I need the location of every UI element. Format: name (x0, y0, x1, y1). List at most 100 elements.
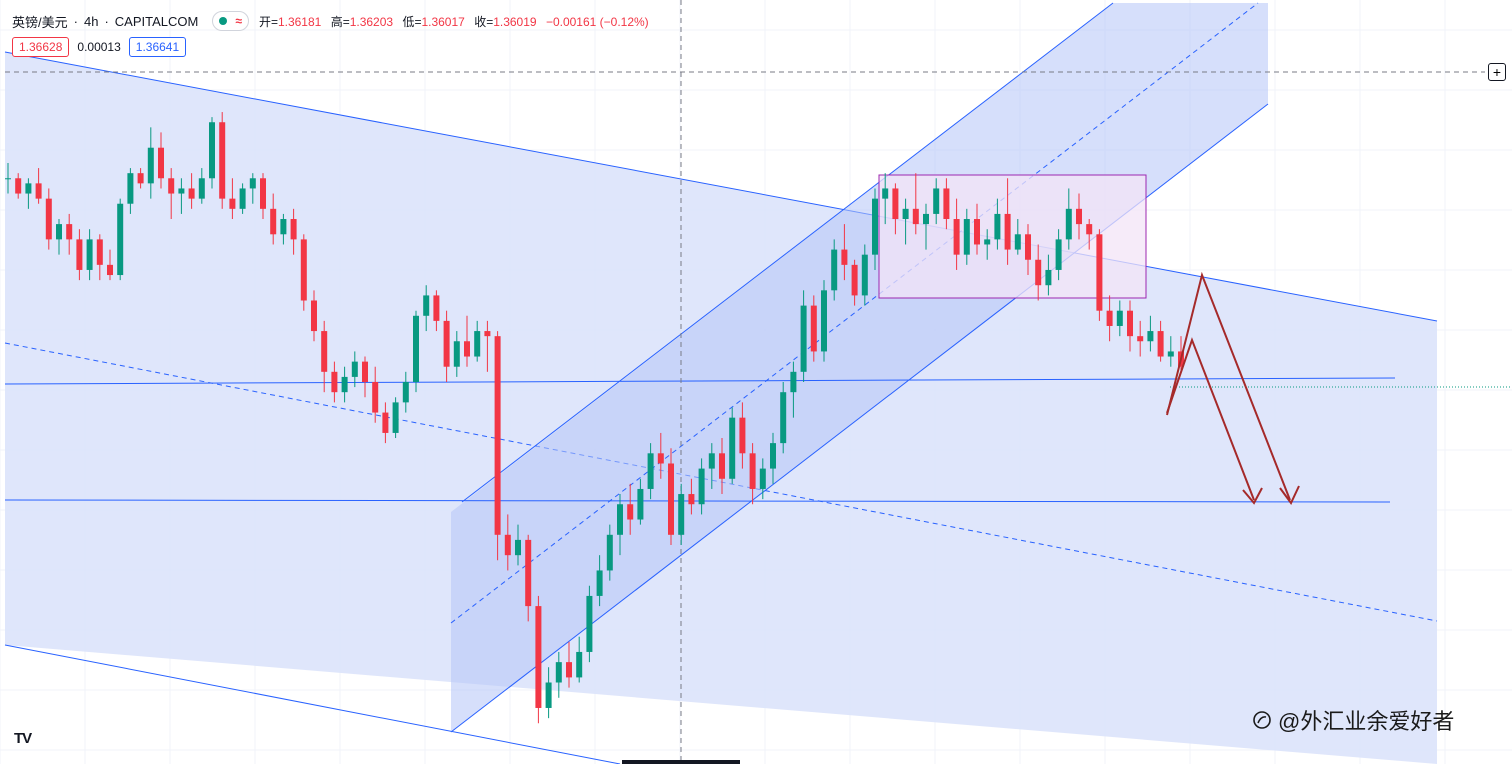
candle-body (249, 178, 256, 189)
candle-body (413, 315, 419, 382)
candle-body (841, 249, 848, 265)
candle-body (127, 173, 134, 204)
candle-body (331, 371, 338, 393)
candle-body (1116, 310, 1123, 326)
candle-body (627, 504, 634, 520)
tradingview-logo[interactable]: TV (14, 730, 32, 747)
ask-price-button[interactable]: 1.36641 (128, 37, 187, 57)
candle-body (239, 188, 246, 209)
candle-body (15, 178, 22, 194)
candle-body (158, 147, 164, 179)
symbol-legend[interactable]: 英镑/美元 · 4h · CAPITALCOM ≈ 开=1.36181 高=1.… (12, 11, 649, 31)
legend-separator: · (73, 13, 78, 29)
candle-body (1045, 269, 1052, 286)
candle-body (688, 494, 695, 505)
candle-body (5, 178, 11, 180)
candle-body (1096, 234, 1103, 311)
high-value: 1.36203 (349, 14, 394, 29)
candle-body (178, 188, 185, 194)
candle-body (1055, 239, 1062, 270)
candle-body (729, 417, 736, 479)
candle-body (372, 382, 379, 413)
candle-body (668, 463, 674, 535)
candle-body (107, 264, 113, 276)
low-value: 1.36017 (421, 14, 465, 29)
candle-body (637, 488, 644, 520)
candle-body (270, 208, 277, 235)
candle-body (260, 178, 266, 209)
candle-body (1147, 331, 1154, 342)
candle-body (229, 198, 236, 209)
market-status-badge[interactable]: ≈ (212, 11, 249, 31)
market-open-dot-icon (219, 17, 228, 25)
ascending-channel-upper-line (461, 2, 1114, 503)
candle-body (647, 453, 654, 489)
candle-body (117, 203, 124, 276)
close-label: 收= (474, 14, 494, 29)
candle-body (96, 239, 103, 265)
candle-body (66, 224, 73, 240)
candle-body (453, 341, 460, 367)
candle-body (596, 570, 603, 596)
candle-body (678, 494, 685, 535)
candle-body (504, 534, 511, 556)
candle-body (311, 300, 317, 332)
candle-body (923, 213, 929, 225)
candle-body (770, 443, 776, 469)
candle-body (290, 219, 297, 240)
candle-body (198, 178, 205, 199)
candle-body (484, 331, 491, 337)
projection-arrowhead-2 (1242, 487, 1263, 505)
legend-separator: · (104, 13, 109, 29)
candle-body (56, 224, 62, 240)
candle-body (321, 331, 328, 372)
wave-icon: ≈ (235, 14, 242, 28)
projection-arrow-2 (1166, 337, 1255, 501)
quote-row: 1.36628 0.00013 1.36641 (12, 37, 187, 57)
candle-body (606, 534, 613, 571)
candle-body (872, 198, 878, 255)
high-label: 高= (330, 14, 350, 29)
candle-body (1035, 259, 1042, 286)
candle-body (494, 336, 501, 535)
time-scale-scroll-handle[interactable] (622, 760, 740, 764)
candle-body (515, 539, 521, 556)
descending-channel-lower-line (4, 644, 621, 764)
candle-body (362, 361, 368, 382)
candle-body (810, 305, 817, 352)
candle-body (1167, 351, 1174, 357)
candle-body (831, 249, 838, 291)
candle-body (963, 219, 970, 255)
candle-body (1014, 234, 1021, 250)
candle-body (698, 468, 705, 505)
candle-body (912, 208, 919, 225)
candle-body (566, 662, 572, 678)
add-price-alert-plus-icon[interactable]: + (1488, 63, 1506, 81)
descending-channel-upper-line (4, 51, 1438, 322)
candle-body (576, 651, 583, 678)
candle-body (474, 331, 481, 357)
low-label: 低= (402, 14, 422, 29)
candle-body (759, 468, 766, 489)
candle-body (555, 662, 562, 683)
open-label: 开= (258, 14, 278, 29)
bid-price-button[interactable]: 1.36628 (12, 37, 70, 57)
ascending-channel-midline (450, 2, 1259, 624)
candle-body (780, 392, 787, 444)
candle-body (882, 188, 889, 199)
candle-body (586, 595, 593, 652)
candle-body (739, 417, 746, 454)
candle-body (943, 188, 950, 220)
symbol-name[interactable]: 英镑/美元 (12, 14, 68, 30)
consolidation-box (878, 174, 1147, 299)
close-value: 1.36019 (493, 14, 537, 29)
watermark: @外汇业余爱好者 (1252, 704, 1454, 736)
candle-body (657, 453, 664, 464)
interval-label[interactable]: 4h (83, 13, 99, 29)
projection-arrow-1 (1166, 271, 1291, 501)
candle-body (1086, 224, 1093, 235)
ohlc-values: 开=1.36181 高=1.36203 低=1.36017 收=1.36019 … (259, 13, 649, 30)
candle-body (188, 188, 195, 199)
